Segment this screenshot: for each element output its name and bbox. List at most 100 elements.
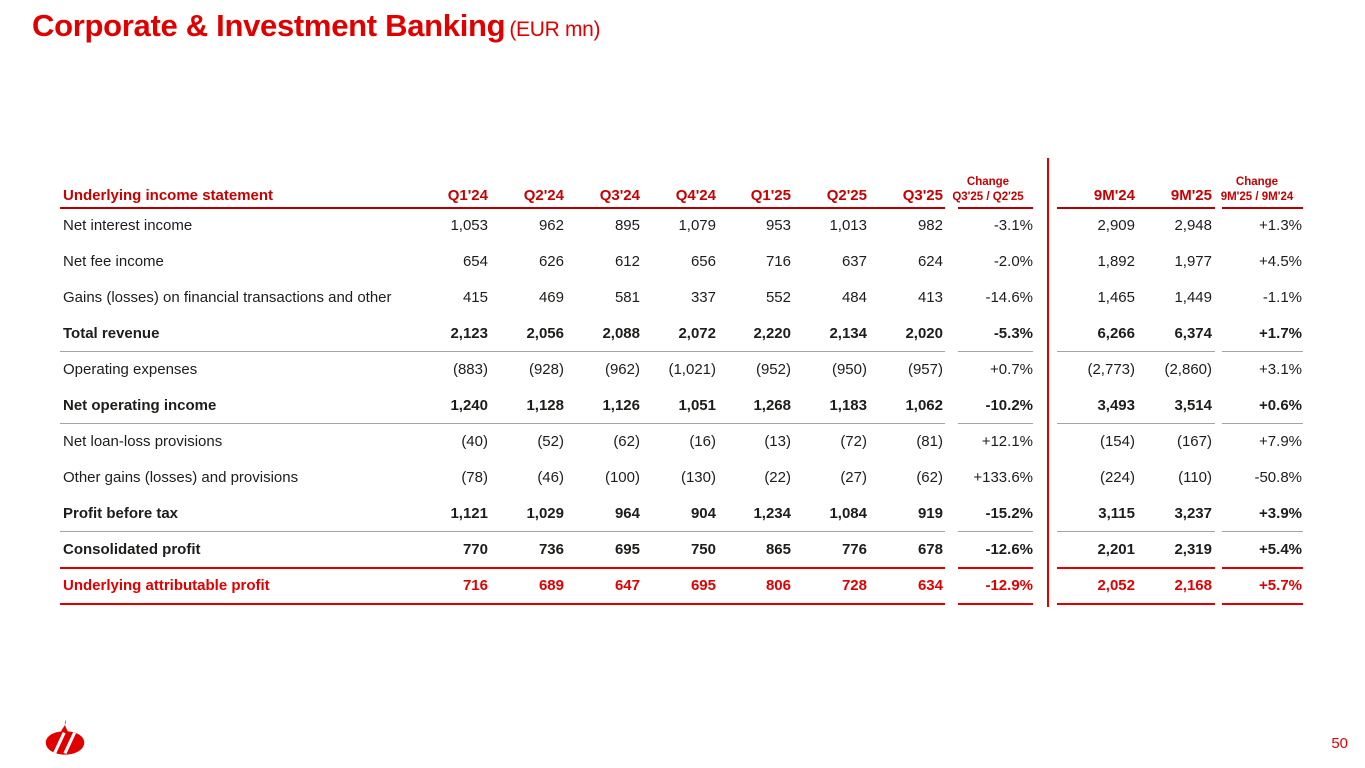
- cell-q1-25: 716: [765, 252, 791, 270]
- cell-9m-25: 1,977: [1174, 252, 1212, 270]
- header-9m-24: 9M'24: [1093, 187, 1135, 204]
- table-row: Net fee income 654 626 612 656 716 637 6…: [60, 243, 1303, 279]
- cell-q2-25: (72): [840, 432, 867, 450]
- cell-q4-24: 695: [690, 576, 716, 594]
- cell-change-9m: +7.9%: [1259, 432, 1302, 450]
- cell-9m-24: 1,465: [1097, 288, 1135, 306]
- cell-q2-24: 2,056: [526, 324, 564, 342]
- cell-9m-24: (154): [1099, 432, 1135, 450]
- cell-9m-25: 6,374: [1174, 324, 1212, 342]
- cell-q1-24: 1,240: [450, 396, 488, 414]
- header-change-qoq: Change Q3'25 / Q2'25: [943, 175, 1033, 207]
- cell-change-9m: +0.6%: [1259, 396, 1302, 414]
- table-row: Underlying attributable profit 716 689 6…: [60, 567, 1303, 605]
- cell-q4-24: 904: [690, 504, 716, 522]
- cell-9m-25: 3,237: [1174, 504, 1212, 522]
- cell-q3-25: 624: [917, 252, 943, 270]
- cell-q3-24: 695: [614, 540, 640, 558]
- cell-q3-25: 413: [917, 288, 943, 306]
- cell-9m-24: (224): [1099, 468, 1135, 486]
- cell-q4-24: 1,079: [678, 216, 716, 234]
- cell-q1-25: (13): [764, 432, 791, 450]
- cell-9m-24: 1,892: [1097, 252, 1135, 270]
- cell-9m-24: 6,266: [1097, 324, 1135, 342]
- table-row: Other gains (losses) and provisions (78)…: [60, 459, 1303, 495]
- cell-q1-24: (883): [452, 360, 488, 378]
- cell-9m-25: 1,449: [1174, 288, 1212, 306]
- row-label: Net fee income: [63, 252, 164, 270]
- header-q3-25: Q3'25: [902, 187, 943, 204]
- header-q2-24: Q2'24: [523, 187, 564, 204]
- cell-q2-24: 626: [538, 252, 564, 270]
- cell-9m-24: 3,115: [1098, 504, 1135, 522]
- cell-change-9m: +4.5%: [1259, 252, 1302, 270]
- row-label: Net interest income: [63, 216, 193, 234]
- cell-q4-24: 656: [690, 252, 716, 270]
- header-q4-24: Q4'24: [675, 187, 716, 204]
- cell-q2-24: 736: [538, 540, 564, 558]
- cell-9m-24: 2,201: [1097, 540, 1135, 558]
- cell-change-qoq: -3.1%: [993, 216, 1033, 234]
- row-label: Net operating income: [63, 396, 217, 414]
- cell-q4-24: (1,021): [668, 360, 716, 378]
- cell-q1-25: (22): [764, 468, 791, 486]
- cell-q3-25: (957): [907, 360, 943, 378]
- income-statement-table: Underlying income statement Q1'24 Q2'24 …: [60, 158, 1303, 607]
- cell-change-9m: +3.9%: [1259, 504, 1302, 522]
- cell-q2-24: (52): [537, 432, 564, 450]
- cell-q2-24: 469: [538, 288, 564, 306]
- cell-q3-24: 964: [614, 504, 640, 522]
- cell-change-9m: -50.8%: [1254, 468, 1302, 486]
- cell-q3-24: 895: [614, 216, 640, 234]
- cell-q1-25: 806: [765, 576, 791, 594]
- cell-9m-25: (167): [1176, 432, 1212, 450]
- cell-q3-24: 2,088: [602, 324, 640, 342]
- header-change-qoq-periods: Q3'25 / Q2'25: [952, 191, 1024, 203]
- cell-q2-24: 962: [538, 216, 564, 234]
- cell-q2-25: 637: [841, 252, 867, 270]
- cell-q1-25: 1,234: [753, 504, 791, 522]
- table-row: Net interest income 1,053 962 895 1,079 …: [60, 207, 1303, 243]
- cell-q4-24: 2,072: [678, 324, 716, 342]
- cell-change-qoq: -5.3%: [993, 324, 1033, 342]
- cell-q3-24: 1,126: [602, 396, 640, 414]
- cell-change-qoq: +133.6%: [973, 468, 1033, 486]
- cell-q2-24: 1,029: [526, 504, 564, 522]
- cell-q1-25: 2,220: [753, 324, 791, 342]
- row-label: Gains (losses) on financial transactions…: [63, 288, 392, 306]
- table-row: Net operating income 1,240 1,128 1,126 1…: [60, 387, 1303, 424]
- cell-change-qoq: -15.2%: [985, 504, 1033, 522]
- cell-change-9m: +3.1%: [1259, 360, 1302, 378]
- cell-q1-24: (40): [461, 432, 488, 450]
- cell-q1-24: 1,053: [450, 216, 488, 234]
- cell-q1-25: 552: [765, 288, 791, 306]
- row-label: Operating expenses: [63, 360, 198, 378]
- cell-q1-24: (78): [461, 468, 488, 486]
- header-change-9m: Change 9M'25 / 9M'24: [1212, 175, 1302, 207]
- cell-q3-25: (81): [916, 432, 943, 450]
- cell-9m-25: 3,514: [1174, 396, 1212, 414]
- cell-9m-24: 2,052: [1097, 576, 1135, 594]
- header-change-qoq-title: Change: [966, 176, 1010, 188]
- header-q1-25: Q1'25: [750, 187, 791, 204]
- cell-9m-25: (2,860): [1164, 360, 1212, 378]
- table-row: Total revenue 2,123 2,056 2,088 2,072 2,…: [60, 315, 1303, 352]
- cell-change-9m: +1.7%: [1259, 324, 1302, 342]
- cell-change-9m: +5.4%: [1259, 540, 1302, 558]
- cell-q1-24: 415: [462, 288, 488, 306]
- table-row: Consolidated profit 770 736 695 750 865 …: [60, 531, 1303, 569]
- cell-q2-25: 484: [841, 288, 867, 306]
- cell-q2-25: 728: [841, 576, 867, 594]
- cell-9m-24: 3,493: [1097, 396, 1135, 414]
- cell-q2-25: 1,013: [829, 216, 867, 234]
- cell-change-qoq: -10.2%: [985, 396, 1033, 414]
- page-number: 50: [1331, 735, 1348, 752]
- cell-q2-25: 1,183: [829, 396, 867, 414]
- header-q2-25: Q2'25: [826, 187, 867, 204]
- row-label: Net loan-loss provisions: [63, 432, 223, 450]
- cell-q2-24: 1,128: [526, 396, 564, 414]
- table-row: Net loan-loss provisions (40) (52) (62) …: [60, 423, 1303, 459]
- cell-change-qoq: -12.9%: [985, 576, 1033, 594]
- cell-q3-25: 634: [917, 576, 943, 594]
- cell-q1-25: 1,268: [753, 396, 791, 414]
